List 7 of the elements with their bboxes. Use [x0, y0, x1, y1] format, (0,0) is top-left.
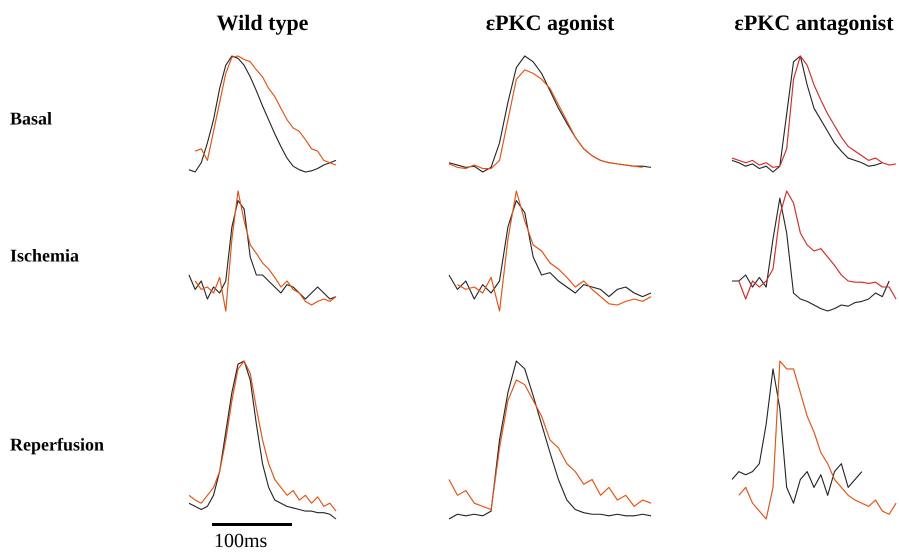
chart-title: εPKC antagonist [734, 10, 894, 36]
chart-title: εPKC agonist [486, 10, 614, 36]
y-axis-title: Reperfusion [10, 434, 104, 456]
y-axis-title: Ischemia [10, 246, 79, 266]
y-axis-title: Basal [10, 108, 52, 130]
chart-title: Wild type [216, 10, 308, 36]
text: 100ms [214, 530, 268, 553]
